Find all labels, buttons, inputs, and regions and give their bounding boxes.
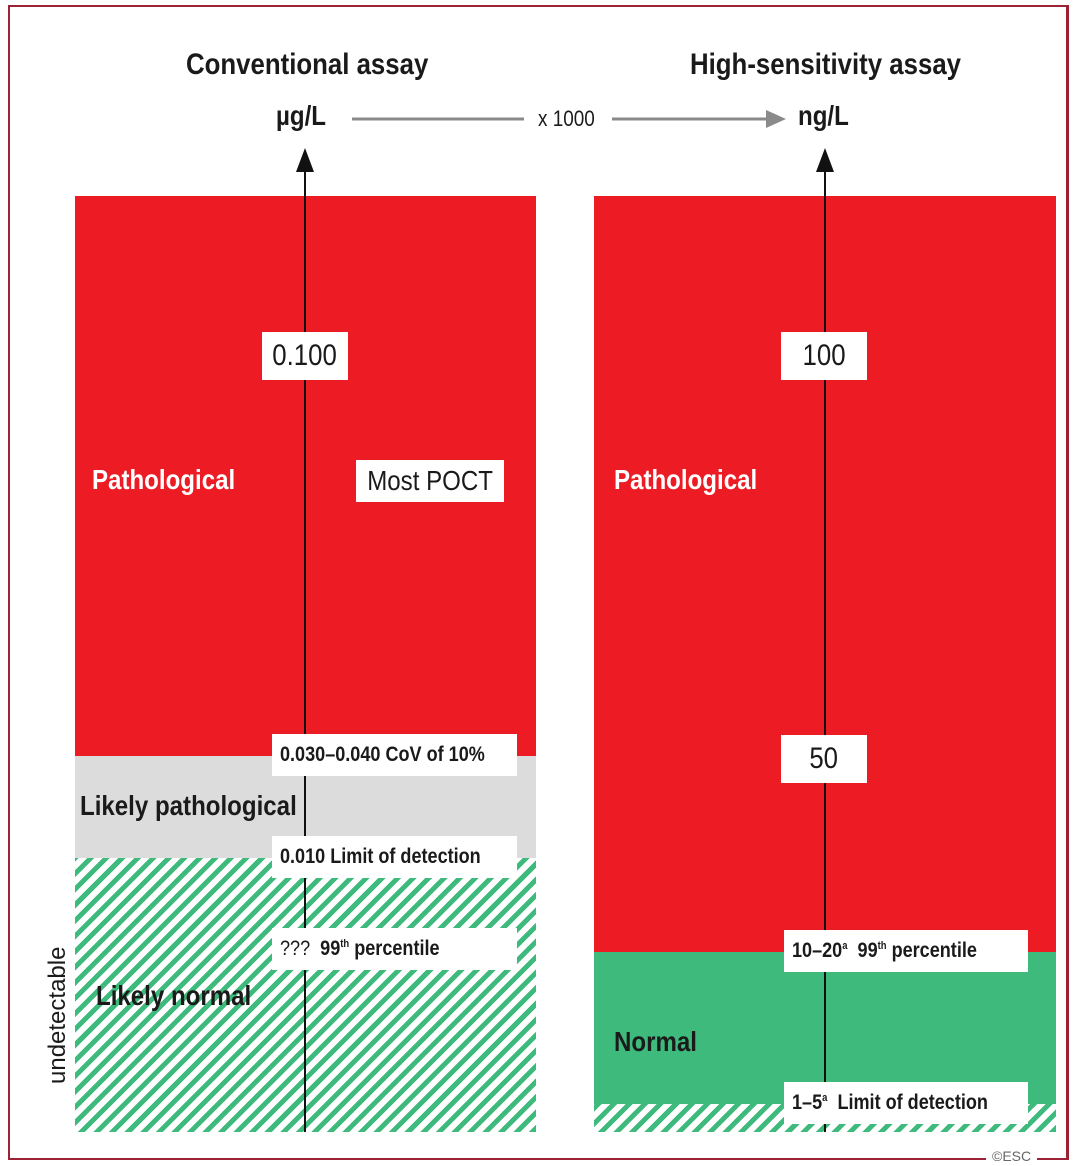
left-axis-line — [304, 168, 306, 1132]
left-label-likely-normal: Likely normal — [96, 980, 252, 1011]
figure-frame — [8, 5, 1069, 1160]
high-sensitivity-unit: ng/L — [798, 100, 849, 131]
right-axis-arrowhead — [816, 148, 834, 172]
right-label-normal: Normal — [614, 1026, 697, 1057]
right-marker-99th-percentile: 10–20a 99th percentile — [784, 930, 1028, 972]
left-marker-cov: 0.030–0.040 CoV of 10% — [272, 734, 517, 776]
right-label-pathological: Pathological — [614, 464, 758, 495]
left-label-undetectable: undetectable — [44, 946, 71, 1084]
right-marker-50: 50 — [781, 735, 867, 783]
left-marker-0100: 0.100 — [262, 332, 348, 380]
right-axis-line — [824, 168, 826, 1132]
left-marker-most-poct: Most POCT — [356, 460, 504, 502]
high-sensitivity-assay-title: High-sensitivity assay — [690, 48, 962, 81]
left-marker-limit-of-detection: 0.010 Limit of detection — [272, 836, 517, 878]
conventional-assay-title: Conventional assay — [186, 48, 429, 81]
conventional-unit: µg/L — [276, 100, 326, 131]
left-marker-99th-percentile: ??? 99th percentile — [272, 928, 517, 970]
right-marker-100: 100 — [781, 332, 867, 380]
right-marker-limit-of-detection: 1–5a Limit of detection — [784, 1082, 1028, 1124]
conversion-factor: x 1000 — [538, 106, 595, 131]
left-axis-arrowhead — [296, 148, 314, 172]
left-label-pathological: Pathological — [92, 464, 236, 495]
copyright: ©ESC — [986, 1148, 1038, 1166]
left-label-likely-pathological: Likely pathological — [80, 790, 297, 821]
